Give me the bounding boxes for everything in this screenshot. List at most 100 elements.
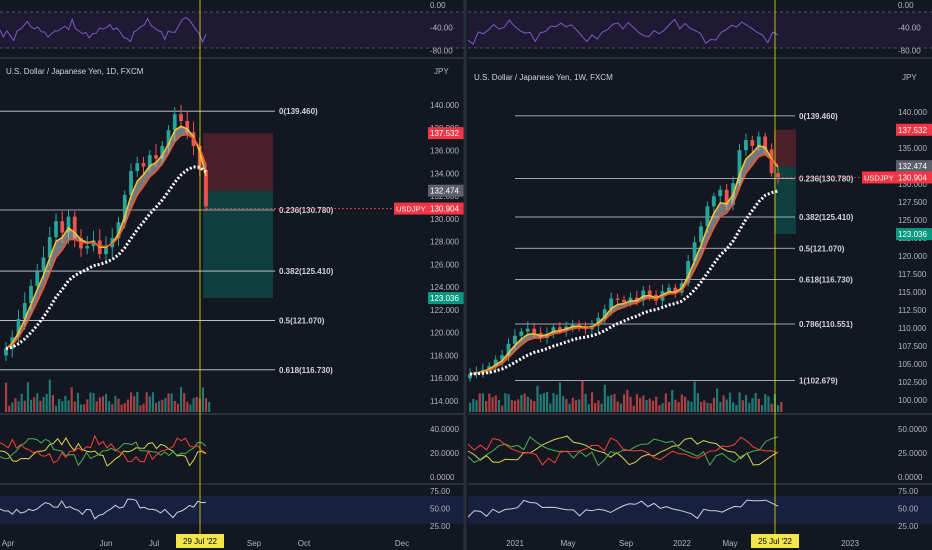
volume-bar bbox=[158, 400, 161, 412]
volume-bar bbox=[504, 393, 507, 412]
dmi-axis-tick: 25.0000 bbox=[898, 449, 927, 458]
volume-bar bbox=[600, 403, 603, 412]
volume-bar bbox=[751, 398, 754, 412]
sma-line bbox=[5, 165, 207, 351]
candle-body bbox=[512, 335, 517, 344]
candle-body bbox=[776, 173, 780, 178]
volume-bar bbox=[520, 395, 523, 412]
volume-bar bbox=[687, 400, 690, 412]
time-axis-tick: Sep bbox=[619, 539, 634, 548]
price-axis-tick: 134.000 bbox=[430, 169, 459, 178]
volume-bar bbox=[568, 403, 571, 412]
last-price-tag-bg bbox=[428, 202, 466, 215]
fib-label: 1(102.679) bbox=[799, 377, 838, 386]
volume-bar bbox=[533, 400, 536, 412]
osc-axis-tick: 50.00 bbox=[430, 504, 451, 513]
volume-bar bbox=[632, 405, 635, 412]
volume-bar bbox=[180, 387, 183, 412]
rsi-axis-tick: -40.00 bbox=[898, 24, 921, 33]
rsi-axis-tick: -40.00 bbox=[430, 24, 453, 33]
di-minus-line bbox=[0, 434, 207, 464]
volume-bar bbox=[136, 391, 139, 412]
volume-bar bbox=[73, 401, 76, 412]
price-axis-tick: 126.000 bbox=[430, 260, 459, 269]
volume-bar bbox=[130, 392, 133, 412]
volume-bar bbox=[501, 405, 504, 412]
candle-body bbox=[4, 348, 8, 356]
volume-bar bbox=[164, 397, 167, 412]
time-axis-tick: 2021 bbox=[506, 539, 524, 548]
volume-bar bbox=[597, 400, 600, 412]
candle-body bbox=[615, 298, 620, 300]
volume-bar bbox=[700, 401, 703, 412]
volume-bar bbox=[610, 395, 613, 412]
volume-bar bbox=[757, 398, 760, 412]
candle-body bbox=[179, 114, 183, 121]
time-axis-tick: May bbox=[722, 539, 737, 548]
volume-bar bbox=[690, 401, 693, 412]
volume-bar bbox=[635, 394, 639, 412]
volume-bar bbox=[558, 382, 562, 412]
last-price-tag-bg bbox=[896, 171, 932, 184]
volume-bar bbox=[142, 403, 145, 412]
volume-bar bbox=[549, 403, 552, 412]
volume-bar bbox=[26, 382, 29, 412]
time-axis-tick: 2022 bbox=[673, 539, 691, 548]
volume-bar bbox=[732, 402, 735, 412]
volume-bar bbox=[39, 400, 42, 412]
chart-title: U.S. Dollar / Japanese Yen, 1W, FXCM bbox=[474, 73, 613, 82]
volume-bar bbox=[11, 402, 14, 412]
dmi-axis-tick: 40.0000 bbox=[430, 425, 459, 434]
adx-line bbox=[467, 435, 779, 466]
candle-body bbox=[577, 323, 582, 326]
volume-bar bbox=[45, 393, 48, 412]
candle-body bbox=[154, 155, 158, 159]
volume-bar bbox=[616, 401, 619, 412]
time-axis-tick: Jun bbox=[100, 539, 113, 548]
volume-bar bbox=[23, 400, 26, 412]
volume-bar bbox=[161, 399, 164, 412]
volume-bar bbox=[565, 398, 568, 412]
rsi-axis-tick: 0.00 bbox=[898, 1, 914, 10]
volume-bar bbox=[95, 401, 98, 412]
volume-bar bbox=[552, 392, 555, 412]
volume-bar bbox=[58, 398, 61, 412]
price-tag: 132.474 bbox=[898, 162, 927, 171]
price-axis-tick: 120.000 bbox=[430, 329, 459, 338]
price-axis-tick: 140.000 bbox=[898, 108, 927, 117]
volume-bar bbox=[658, 405, 661, 412]
price-axis-tick: 117.500 bbox=[898, 270, 927, 279]
rsi-line bbox=[0, 16, 207, 44]
price-axis-tick: 130.000 bbox=[430, 215, 459, 224]
volume-bar bbox=[55, 405, 58, 412]
volume-bar bbox=[629, 396, 632, 412]
volume-bar bbox=[626, 389, 629, 412]
candle-body bbox=[35, 271, 40, 286]
osc-band bbox=[0, 496, 465, 524]
candle-body bbox=[557, 327, 562, 331]
volume-bar bbox=[186, 401, 189, 412]
volume-bar bbox=[725, 399, 728, 412]
time-axis-tick: Sep bbox=[247, 539, 262, 548]
volume-bar bbox=[645, 400, 648, 412]
volume-bar bbox=[642, 395, 645, 412]
price-tag-bg bbox=[896, 228, 932, 241]
volume-bar bbox=[145, 392, 148, 412]
volume-bar bbox=[764, 394, 767, 412]
volume-bar bbox=[706, 402, 709, 412]
volume-bar bbox=[594, 403, 597, 412]
price-axis-tick: 135.000 bbox=[898, 144, 927, 153]
price-axis-tick: 128.000 bbox=[430, 238, 459, 247]
volume-bar bbox=[33, 397, 36, 412]
volume-bar bbox=[70, 387, 73, 412]
volume-bar bbox=[89, 392, 92, 412]
candle-body bbox=[692, 242, 697, 261]
volume-bar bbox=[584, 393, 587, 412]
candle-body bbox=[487, 366, 492, 370]
volume-bar bbox=[667, 401, 671, 412]
volume-bar bbox=[111, 404, 114, 412]
price-axis-tick: 112.500 bbox=[898, 306, 927, 315]
ema-fast-line bbox=[469, 144, 779, 375]
volume-bar bbox=[767, 396, 770, 412]
